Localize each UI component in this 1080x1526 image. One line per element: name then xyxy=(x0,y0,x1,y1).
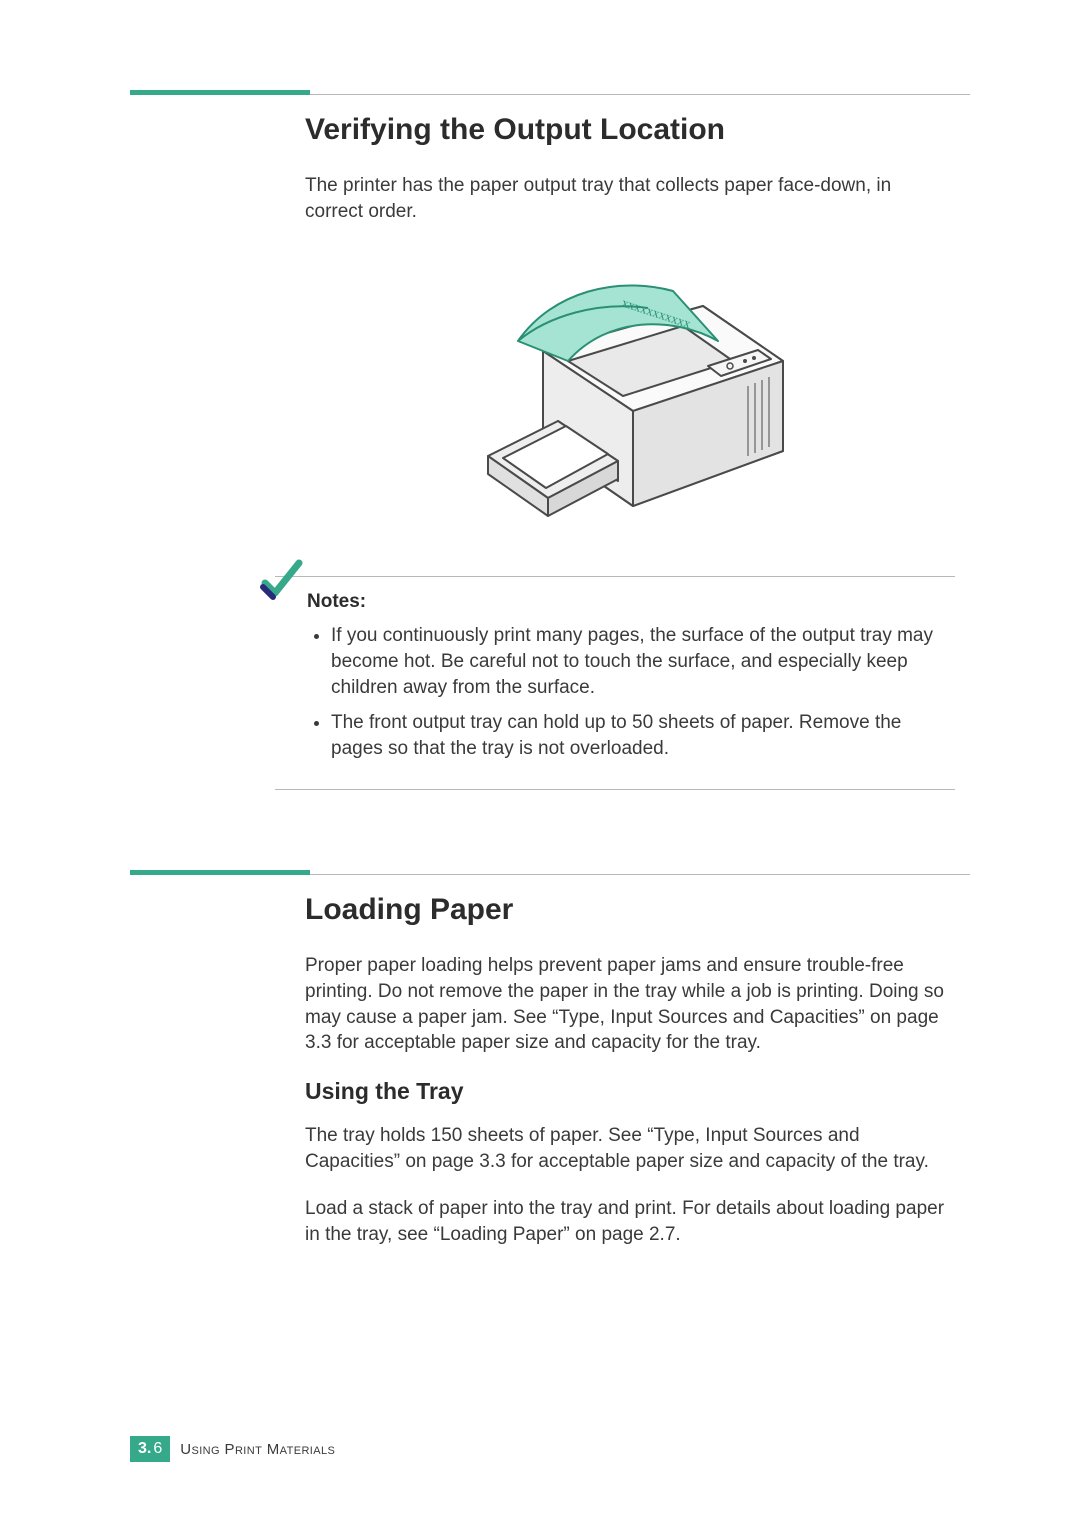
section1-content: Verifying the Output Location The printe… xyxy=(305,113,950,546)
divider-line xyxy=(310,874,970,875)
section-divider xyxy=(130,870,970,875)
section-divider xyxy=(130,90,970,95)
notes-label: Notes: xyxy=(307,591,955,613)
section2-intro: Proper paper loading helps prevent paper… xyxy=(305,953,950,1056)
chapter-number: 3. xyxy=(138,1440,151,1458)
page-number-badge: 3.6 xyxy=(130,1436,170,1462)
page: Verifying the Output Location The printe… xyxy=(0,0,1080,1526)
section1-title: Verifying the Output Location xyxy=(305,113,950,147)
page-footer: 3.6 Using Print Materials xyxy=(130,1436,335,1462)
notes-block: Notes: If you continuously print many pa… xyxy=(275,576,955,790)
footer-section-label: Using Print Materials xyxy=(180,1441,335,1458)
section-loading-paper: Loading Paper Proper paper loading helps… xyxy=(130,870,970,1247)
section1-intro: The printer has the paper output tray th… xyxy=(305,173,950,224)
subsection-title: Using the Tray xyxy=(305,1078,950,1105)
note-item: The front output tray can hold up to 50 … xyxy=(331,710,955,761)
subsection-p1: The tray holds 150 sheets of paper. See … xyxy=(305,1123,950,1174)
subsection-p2: Load a stack of paper into the tray and … xyxy=(305,1196,950,1247)
section2-content: Loading Paper Proper paper loading helps… xyxy=(305,893,950,1247)
section2-title: Loading Paper xyxy=(305,893,950,927)
section-verifying-output: Verifying the Output Location The printe… xyxy=(130,90,970,790)
printer-figure: xxxxxxxxxxx xyxy=(305,246,950,546)
divider-accent xyxy=(130,870,310,875)
notes-list: If you continuously print many pages, th… xyxy=(313,623,955,761)
printer-illustration: xxxxxxxxxxx xyxy=(448,246,808,546)
divider-accent xyxy=(130,90,310,95)
divider-line xyxy=(310,94,970,95)
checkmark-icon xyxy=(257,557,305,610)
page-number: 6 xyxy=(153,1440,162,1458)
note-item: If you continuously print many pages, th… xyxy=(331,623,955,700)
